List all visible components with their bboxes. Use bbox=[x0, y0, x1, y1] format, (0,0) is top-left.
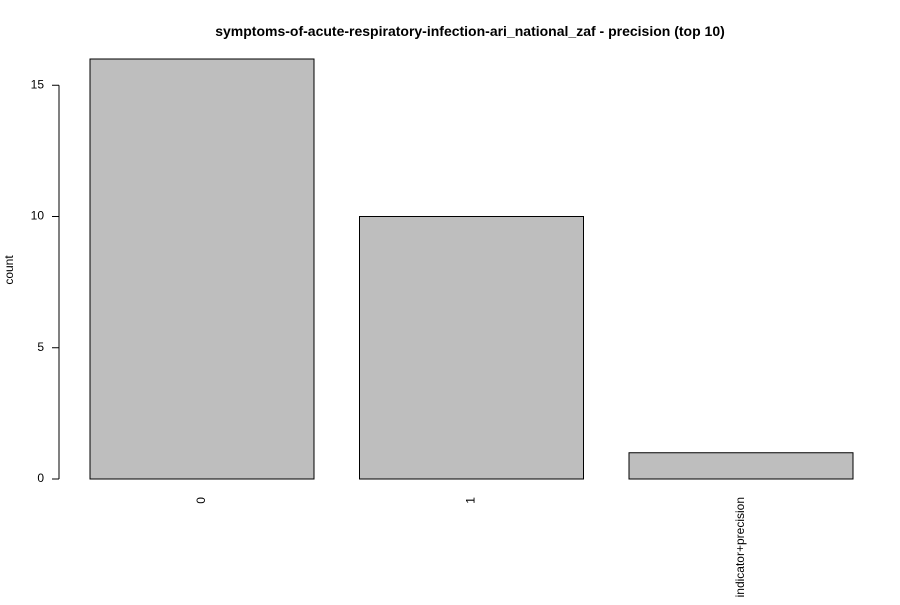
x-axis-labels: 0 1 indicator+precision bbox=[194, 497, 747, 598]
x-tick-label-indicator+precision: indicator+precision bbox=[733, 497, 747, 597]
y-tick-label-0: 0 bbox=[37, 471, 44, 485]
chart-title: symptoms-of-acute-respiratory-infection-… bbox=[215, 23, 725, 39]
bar-0 bbox=[89, 58, 315, 480]
bar-indicator+precision bbox=[628, 452, 854, 480]
y-axis-label: count bbox=[2, 255, 16, 285]
y-tick-label-10: 10 bbox=[31, 209, 45, 223]
x-tick-label-1: 1 bbox=[464, 497, 478, 504]
y-tick-label-5: 5 bbox=[37, 340, 44, 354]
y-axis: 0 5 10 15 bbox=[31, 77, 60, 485]
x-tick-label-0: 0 bbox=[194, 497, 208, 504]
bar-1 bbox=[359, 216, 584, 480]
y-tick-label-15: 15 bbox=[31, 77, 45, 91]
bars-group bbox=[89, 58, 854, 480]
